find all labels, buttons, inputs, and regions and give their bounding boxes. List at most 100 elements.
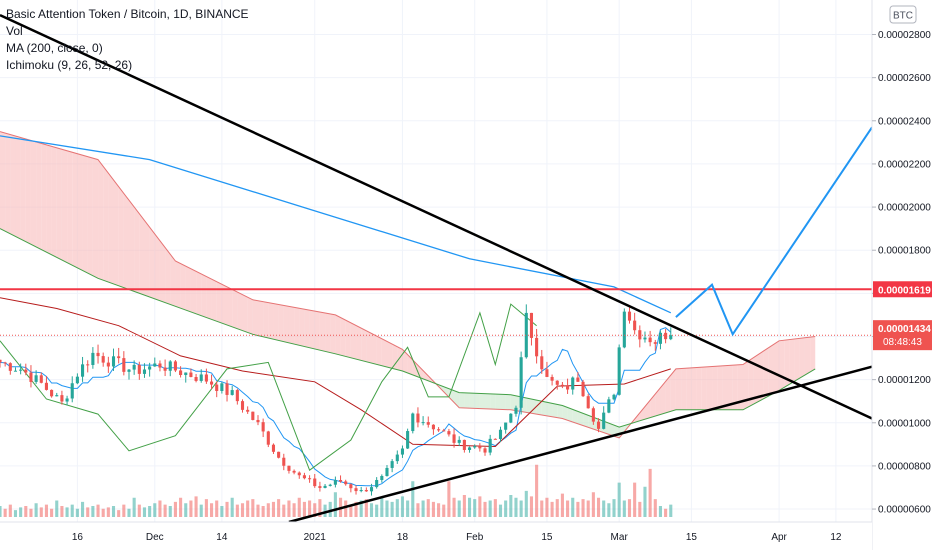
candle-body bbox=[442, 430, 446, 432]
cloud-segment bbox=[46, 144, 52, 255]
volume-bar bbox=[395, 499, 399, 517]
cloud-segment bbox=[72, 152, 78, 268]
cloud-segment bbox=[242, 294, 248, 333]
cloud-segment bbox=[784, 339, 790, 388]
volume-bar bbox=[168, 506, 172, 517]
candle-body bbox=[540, 356, 544, 370]
candle-body bbox=[566, 385, 570, 390]
volume-bar bbox=[261, 506, 265, 517]
x-tick-label: 14 bbox=[216, 532, 228, 543]
cloud-segment bbox=[567, 407, 573, 422]
candle-body bbox=[328, 484, 332, 486]
volume-bar bbox=[34, 503, 38, 517]
cloud-segment bbox=[134, 206, 140, 294]
volume-bar bbox=[344, 500, 348, 517]
cloud-segment bbox=[608, 423, 615, 437]
legend-ma[interactable]: MA (200, close, 0) bbox=[6, 41, 103, 55]
cloud-segment bbox=[144, 220, 150, 297]
cloud-segment bbox=[82, 155, 88, 274]
cloud-segment bbox=[314, 311, 320, 351]
volume-bar bbox=[44, 504, 48, 517]
volume-bar bbox=[240, 503, 245, 517]
candle-body bbox=[106, 362, 110, 367]
volume-bar bbox=[380, 497, 384, 517]
cloud-segment bbox=[366, 330, 372, 364]
currency-badge-label: BTC bbox=[893, 11, 913, 22]
candle-body bbox=[235, 390, 239, 402]
candle-body bbox=[189, 372, 193, 378]
volume-bar bbox=[282, 504, 286, 517]
cloud-segment bbox=[30, 140, 37, 247]
candle-body bbox=[13, 370, 18, 372]
volume-bar bbox=[509, 495, 513, 517]
volume-bar bbox=[210, 503, 214, 517]
volume-bar bbox=[194, 496, 198, 517]
volume-bar bbox=[617, 482, 621, 517]
volume-bar bbox=[189, 500, 193, 517]
y-tick-label: 0.00002400 bbox=[878, 116, 931, 127]
cloud-segment bbox=[789, 338, 795, 385]
cloud-segment bbox=[56, 147, 62, 260]
volume-bar bbox=[184, 503, 188, 517]
candle-body bbox=[591, 408, 595, 422]
cloud-segment bbox=[753, 354, 759, 405]
cloud-segment bbox=[763, 347, 769, 399]
descending-trendline bbox=[0, 13, 873, 420]
cloud-segment bbox=[232, 289, 238, 329]
x-tick-label: Feb bbox=[466, 532, 484, 543]
cloud-segment bbox=[670, 368, 676, 412]
currency-badge[interactable]: BTC bbox=[889, 5, 917, 24]
legend-ichimoku[interactable]: Ichimoku (9, 26, 52, 26) bbox=[6, 58, 133, 72]
candle-body bbox=[431, 424, 435, 430]
candle-body bbox=[421, 422, 425, 424]
candle-body bbox=[400, 448, 405, 455]
volume-bar bbox=[204, 499, 208, 517]
candle-body bbox=[483, 448, 487, 453]
y-tick-label: 0.00001800 bbox=[878, 246, 931, 257]
volume-bar bbox=[607, 503, 611, 517]
candle-body bbox=[117, 356, 121, 359]
drawings[interactable] bbox=[0, 13, 873, 524]
volume-bar bbox=[251, 499, 255, 517]
volume-bar bbox=[638, 501, 642, 517]
volume-bar bbox=[266, 503, 270, 517]
volume-bar bbox=[215, 500, 219, 517]
candle-body bbox=[318, 486, 322, 488]
legend-volume[interactable]: Vol bbox=[6, 24, 23, 38]
cloud-segment bbox=[92, 158, 99, 279]
cloud-segment bbox=[500, 394, 506, 410]
volume-bar bbox=[524, 490, 528, 517]
cloud-segment bbox=[743, 361, 749, 410]
candle-body bbox=[3, 362, 7, 364]
cloud-segment bbox=[773, 340, 780, 394]
volume-bar bbox=[627, 499, 632, 517]
legend-symbol[interactable]: Basic Attention Token / Bitcoin, 1D, BIN… bbox=[6, 7, 249, 21]
candle-body bbox=[545, 369, 549, 377]
volume-bar bbox=[142, 507, 147, 517]
candle-body bbox=[122, 358, 126, 372]
cloud-segment bbox=[634, 412, 640, 423]
volume-bar bbox=[560, 493, 564, 517]
cloud-segment bbox=[541, 401, 547, 416]
cloud-segment bbox=[423, 370, 429, 381]
cloud-segment bbox=[748, 357, 754, 408]
x-tick-label: Mar bbox=[611, 532, 629, 543]
cloud-segment bbox=[51, 146, 57, 258]
candle-body bbox=[246, 409, 250, 412]
candle-body bbox=[29, 372, 33, 382]
candle-body bbox=[266, 431, 270, 445]
candle-body bbox=[65, 398, 69, 402]
volume-bar bbox=[86, 507, 90, 517]
candle-body bbox=[473, 446, 477, 448]
candle-body bbox=[555, 380, 559, 385]
candle-body bbox=[91, 352, 95, 365]
volume-bar bbox=[230, 497, 234, 517]
candle-body bbox=[658, 332, 662, 344]
volume-bar bbox=[328, 501, 332, 517]
volume-bar bbox=[457, 500, 461, 517]
candle-body bbox=[452, 434, 456, 443]
candle-body bbox=[168, 361, 172, 371]
candle-body bbox=[137, 364, 141, 374]
